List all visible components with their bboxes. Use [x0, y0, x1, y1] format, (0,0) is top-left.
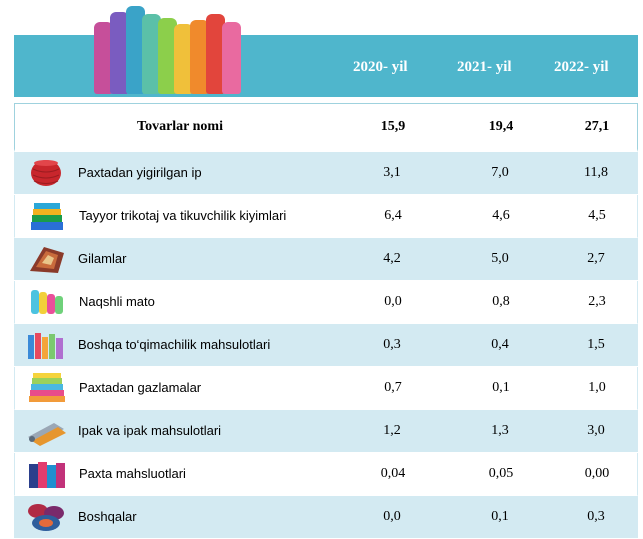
- yarn-spool-icon: [31, 160, 61, 186]
- table-row: Paxta mahsluotlari 0,04 0,05 0,00: [14, 453, 638, 496]
- value-2020: 4,2: [383, 251, 401, 266]
- year-2021-header: 2021- yil: [457, 59, 512, 75]
- value-2020: 0,04: [380, 466, 406, 481]
- row-label: Paxta mahsluotlari: [79, 466, 186, 481]
- table-header-row: Tovarlar nomi 15,9 19,4 27,1: [14, 103, 638, 152]
- value-2022: 2,3: [588, 294, 606, 309]
- value-2021: 4,6: [492, 208, 510, 223]
- value-2022: 1,5: [587, 337, 605, 352]
- year-2020-header: 2020- yil: [353, 59, 408, 75]
- row-label: Gilamlar: [78, 251, 127, 266]
- row-label: Naqshli mato: [79, 294, 155, 309]
- table-row: Boshqa to‘qimachilik mahsulotlari 0,3 0,…: [14, 324, 638, 367]
- folded-clothes-icon: [31, 203, 63, 230]
- fabric-stack-icon: [29, 373, 65, 402]
- value-2022: 1,0: [588, 380, 606, 395]
- export-table: Tovarlar nomi 15,9 19,4 27,1 Paxtadan yi…: [14, 103, 638, 539]
- row-label: Ipak va ipak mahsulotlari: [78, 423, 222, 438]
- table-row: Tayyor trikotaj va tikuvchilik kiyimlari…: [14, 195, 638, 238]
- goods-name-header: Tovarlar nomi: [137, 118, 223, 134]
- textile-products-icon: [28, 333, 63, 359]
- value-2021: 0,05: [488, 466, 514, 481]
- fabric-rolls-icon: [31, 290, 63, 314]
- value-2020: 6,4: [384, 208, 402, 223]
- value-2021: 7,0: [491, 165, 509, 180]
- year-2022-header: 2022- yil: [554, 59, 609, 75]
- silk-rolls-icon: [28, 423, 66, 446]
- total-2021: 19,4: [488, 118, 514, 134]
- total-2020: 15,9: [380, 118, 406, 134]
- towels-icon: [29, 462, 65, 488]
- value-2022: 0,00: [584, 466, 610, 481]
- value-2021: 5,0: [491, 251, 509, 266]
- table-row: Gilamlar 4,2 5,0 2,7: [14, 238, 638, 281]
- value-2022: 4,5: [588, 208, 606, 223]
- value-2021: 0,4: [491, 337, 509, 352]
- row-label: Boshqalar: [78, 509, 137, 524]
- value-2022: 2,7: [587, 251, 605, 266]
- row-label: Tayyor trikotaj va tikuvchilik kiyimlari: [79, 208, 287, 223]
- carpet-icon: [30, 247, 64, 273]
- value-2021: 0,1: [492, 380, 510, 395]
- fabric-rolls-illustration: [90, 0, 250, 100]
- value-2020: 3,1: [383, 165, 401, 180]
- value-2020: 0,0: [384, 294, 402, 309]
- row-label: Paxtadan gazlamalar: [79, 380, 202, 395]
- value-2020: 0,3: [383, 337, 401, 352]
- value-2020: 0,7: [384, 380, 402, 395]
- table-row: Boshqalar 0,0 0,1 0,3: [14, 496, 638, 539]
- value-2020: 1,2: [383, 423, 401, 438]
- value-2022: 11,8: [584, 165, 608, 180]
- bundled-textiles-icon: [28, 504, 64, 531]
- row-label: Paxtadan yigirilgan ip: [78, 165, 202, 180]
- row-label: Boshqa to‘qimachilik mahsulotlari: [78, 337, 271, 352]
- value-2021: 0,1: [491, 509, 509, 524]
- value-2021: 1,3: [491, 423, 509, 438]
- table-row: Ipak va ipak mahsulotlari 1,2 1,3 3,0: [14, 410, 638, 453]
- table-row: Paxtadan yigirilgan ip 3,1 7,0 11,8: [14, 152, 638, 195]
- value-2022: 0,3: [587, 509, 605, 524]
- total-2022: 27,1: [584, 118, 610, 134]
- value-2021: 0,8: [492, 294, 510, 309]
- table-row: Naqshli mato 0,0 0,8 2,3: [14, 281, 638, 324]
- value-2022: 3,0: [587, 423, 605, 438]
- value-2020: 0,0: [383, 509, 401, 524]
- table-row: Paxtadan gazlamalar 0,7 0,1 1,0: [14, 367, 638, 410]
